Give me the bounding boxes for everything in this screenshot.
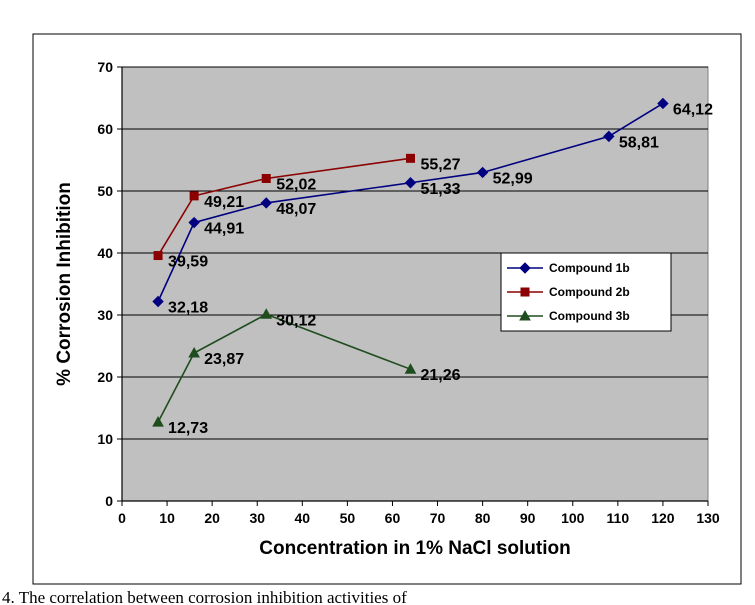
legend-item: Compound 1b [507,261,630,275]
x-tick-label: 80 [475,510,491,526]
series-3 [152,308,417,427]
data-point [261,173,271,183]
legend: Compound 1b Compound 2b Compound 3b [500,252,672,332]
y-tick-label: 20 [97,369,113,385]
data-point [476,166,489,179]
series-layer [152,97,669,427]
data-labels: 32,18 44,91 48,07 51,33 52,99 58,81 64,12 39,59… [168,101,713,437]
data-point [188,216,200,229]
data-point [152,416,164,427]
data-point [152,295,164,308]
data-point [405,153,415,163]
data-point [260,308,273,319]
x-tick-label: 50 [340,510,356,526]
data-label: 64,12 [673,101,713,118]
x-tick-label: 10 [159,510,175,526]
y-tick-label: 0 [105,493,113,509]
y-tick-label: 40 [97,245,113,261]
data-point [404,177,417,189]
y-tick-label: 10 [97,431,113,447]
x-axis-title: Concentration in 1% NaCl solution [259,538,570,559]
x-tick-label: 0 [118,510,126,526]
legend-marker [520,287,530,297]
data-point [404,363,417,374]
data-label: 23,87 [204,351,244,368]
data-label: 52,99 [493,170,533,187]
data-label: 52,02 [276,176,316,193]
series-line [157,313,411,423]
legend-item: Compound 2b [507,285,630,299]
legend-marker [519,262,531,274]
data-label: 51,33 [420,181,460,198]
data-label: 30,12 [276,312,316,329]
data-label: 48,07 [276,201,316,218]
data-label: 55,27 [420,156,460,173]
legend-marker [519,309,531,321]
legend-label: Compound 2b [549,285,630,299]
figure-caption: 4. The correlation between corrosion inh… [2,588,407,605]
x-tick-label: 30 [249,510,265,526]
x-tick-label: 60 [385,510,401,526]
data-label: 49,21 [204,194,244,211]
legend-item: Compound 3b [507,309,630,323]
data-label: 12,73 [168,420,208,437]
data-point [657,97,669,110]
data-point [153,251,163,261]
x-tick-label: 90 [520,510,536,526]
data-label: 32,18 [168,299,208,316]
data-label: 44,91 [204,221,244,238]
chart: 0 10 20 30 40 50 60 70 0 10 20 30 40 50 60 70 80 90 100 110… [32,33,742,585]
data-label: 39,59 [168,254,208,271]
x-tick-label: 120 [651,510,675,526]
x-tick-label: 110 [607,510,630,526]
data-point [188,346,200,358]
data-label: 58,81 [619,134,659,151]
y-tick-label: 70 [97,59,113,75]
x-tick-label: 20 [204,510,220,526]
x-tick-label: 40 [295,510,311,526]
y-axis-title: % Corrosion Inhibition [54,182,75,386]
legend-label: Compound 1b [549,261,630,275]
axes: 0 10 20 30 40 50 60 70 0 10 20 30 40 50 60 70 80 90 100 110… [97,59,719,526]
x-tick-label: 130 [696,510,720,526]
x-tick-label: 70 [430,510,446,526]
series-2 [153,153,415,261]
x-tick-label: 100 [561,510,585,526]
y-tick-label: 60 [97,121,113,137]
y-tick-label: 50 [97,183,113,199]
data-label: 21,26 [420,367,460,384]
data-point [603,130,615,143]
y-tick-label: 30 [97,307,113,323]
series-1 [152,97,669,308]
data-point [260,197,272,209]
data-point [189,191,199,201]
legend-label: Compound 3b [549,309,630,323]
series-line [157,157,411,256]
